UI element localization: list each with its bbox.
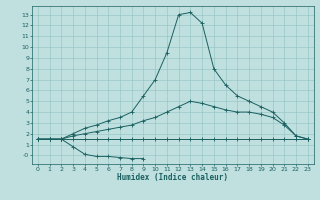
- X-axis label: Humidex (Indice chaleur): Humidex (Indice chaleur): [117, 173, 228, 182]
